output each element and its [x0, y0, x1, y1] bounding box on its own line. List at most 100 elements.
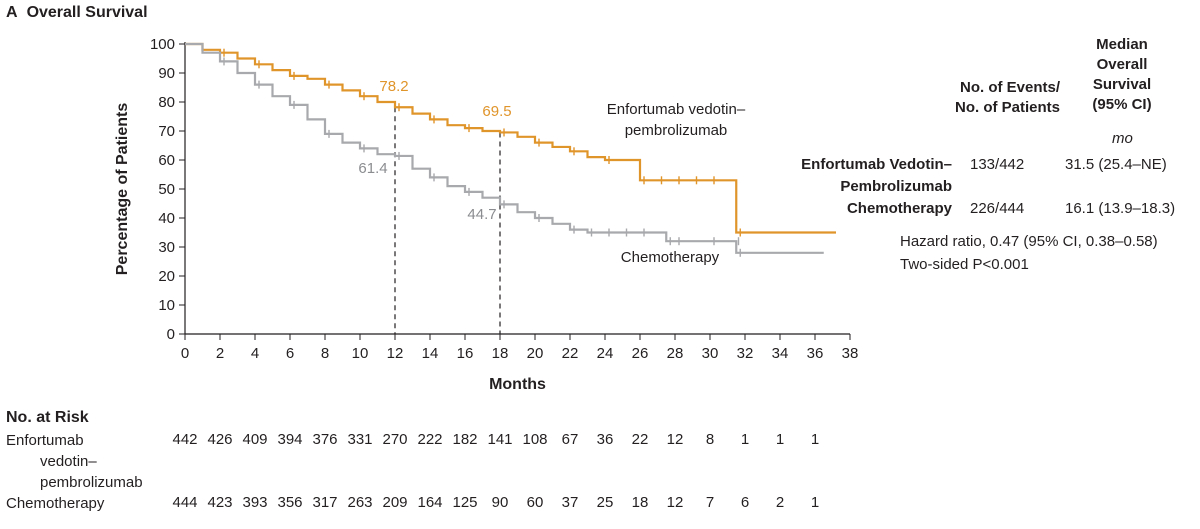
risk-count: 393 — [242, 494, 268, 511]
x-tick-label: 26 — [632, 345, 649, 362]
series-label-ev-pembro: pembrolizumab — [625, 122, 728, 139]
series-label-chemotherapy: Chemotherapy — [621, 249, 720, 266]
y-tick-label: 0 — [167, 326, 175, 343]
stats-unit: mo — [1112, 130, 1133, 147]
y-tick-label: 100 — [150, 36, 175, 53]
risk-count: 2 — [775, 494, 785, 511]
risk-table-title: No. at Risk — [6, 409, 89, 426]
stats-row-name: Enfortumab Vedotin– — [801, 156, 952, 173]
x-tick-label: 22 — [562, 345, 579, 362]
risk-count: 12 — [666, 431, 684, 448]
risk-count: 164 — [417, 494, 443, 511]
stats-row-events: 226/444 — [970, 200, 1025, 217]
risk-count: 376 — [312, 431, 338, 448]
y-tick-label: 80 — [158, 94, 175, 111]
risk-count: 22 — [631, 431, 649, 448]
stats-header-events: No. of Events/ — [959, 79, 1060, 96]
figure-title: A Overall Survival — [6, 4, 148, 22]
stats-row-name: Pembrolizumab — [840, 178, 952, 195]
x-tick-label: 20 — [527, 345, 544, 362]
risk-count: 356 — [277, 494, 303, 511]
risk-count: 409 — [242, 431, 268, 448]
x-tick-label: 4 — [251, 345, 259, 362]
risk-count: 331 — [347, 431, 373, 448]
stats-row-events: 133/442 — [970, 156, 1025, 173]
series-label-ev-pembro: Enfortumab vedotin– — [607, 101, 746, 118]
risk-count: 182 — [452, 431, 478, 448]
risk-count: 37 — [561, 494, 579, 511]
series-line-chemo — [185, 42, 824, 254]
annotation-69-5: 69.5 — [482, 103, 511, 120]
annotation-78-2: 78.2 — [379, 78, 408, 95]
y-tick-label: 50 — [158, 181, 175, 198]
x-tick-label: 38 — [842, 345, 859, 362]
x-tick-label: 24 — [597, 345, 614, 362]
risk-count: 18 — [631, 494, 649, 511]
risk-count: 36 — [596, 431, 614, 448]
risk-count: 7 — [705, 494, 715, 511]
risk-count: 125 — [452, 494, 478, 511]
stats-header-survival: Overall — [1096, 56, 1148, 73]
risk-count: 263 — [347, 494, 373, 511]
risk-count: 426 — [207, 431, 233, 448]
x-tick-label: 14 — [422, 345, 439, 362]
x-tick-label: 36 — [807, 345, 824, 362]
risk-count: 6 — [740, 494, 750, 511]
panel-label: A — [6, 4, 18, 21]
x-tick-label: 34 — [772, 345, 789, 362]
risk-count: 442 — [172, 431, 198, 448]
hazard-ratio: Hazard ratio, 0.47 (95% CI, 0.38–0.58) — [900, 233, 1158, 250]
x-tick-label: 0 — [181, 345, 189, 362]
risk-count: 1 — [810, 431, 820, 448]
x-tick-label: 8 — [321, 345, 329, 362]
y-tick-label: 30 — [158, 239, 175, 256]
x-axis-title: Months — [489, 376, 546, 393]
risk-count: 444 — [172, 494, 198, 511]
y-tick-label: 70 — [158, 123, 175, 140]
risk-row-label: vedotin– — [40, 453, 97, 470]
annotation-61-4: 61.4 — [358, 160, 387, 177]
risk-count: 141 — [487, 431, 513, 448]
risk-count: 394 — [277, 431, 303, 448]
y-tick-label: 40 — [158, 210, 175, 227]
risk-count: 8 — [705, 431, 715, 448]
series-line-ev-pembro — [185, 42, 836, 234]
risk-count: 1 — [740, 431, 750, 448]
stats-row-name: Chemotherapy — [846, 200, 952, 217]
risk-count: 60 — [526, 494, 544, 511]
stats-header-survival: Survival — [1092, 76, 1152, 93]
risk-row-label: Enfortumab — [6, 432, 84, 449]
risk-count: 67 — [561, 431, 579, 448]
x-tick-label: 32 — [737, 345, 754, 362]
x-tick-label: 2 — [216, 345, 224, 362]
stats-header-events: No. of Patients — [954, 99, 1060, 116]
risk-count: 90 — [491, 494, 509, 511]
x-tick-label: 30 — [702, 345, 719, 362]
x-tick-label: 10 — [352, 345, 369, 362]
p-value: Two-sided P<0.001 — [900, 256, 1029, 273]
x-tick-label: 28 — [667, 345, 684, 362]
panel-title: Overall Survival — [26, 4, 148, 21]
annotation-44-7: 44.7 — [467, 206, 496, 223]
stats-header-survival: (95% CI) — [1092, 96, 1152, 113]
risk-count: 317 — [312, 494, 338, 511]
risk-count: 108 — [522, 431, 548, 448]
y-tick-label: 20 — [158, 268, 175, 285]
y-tick-label: 60 — [158, 152, 175, 169]
x-tick-label: 12 — [387, 345, 404, 362]
risk-count: 209 — [382, 494, 408, 511]
stats-header-survival: Median — [1096, 36, 1148, 53]
x-tick-label: 6 — [286, 345, 294, 362]
risk-count: 1 — [775, 431, 785, 448]
x-tick-label: 16 — [457, 345, 474, 362]
stats-row-survival: 16.1 (13.9–18.3) — [1065, 200, 1176, 217]
risk-count: 423 — [207, 494, 233, 511]
stats-row-survival: 31.5 (25.4–NE) — [1065, 156, 1167, 173]
risk-count: 222 — [417, 431, 443, 448]
x-tick-label: 18 — [492, 345, 509, 362]
risk-count: 1 — [810, 494, 820, 511]
y-tick-label: 90 — [158, 65, 175, 82]
risk-count: 270 — [382, 431, 408, 448]
y-tick-label: 10 — [158, 297, 175, 314]
